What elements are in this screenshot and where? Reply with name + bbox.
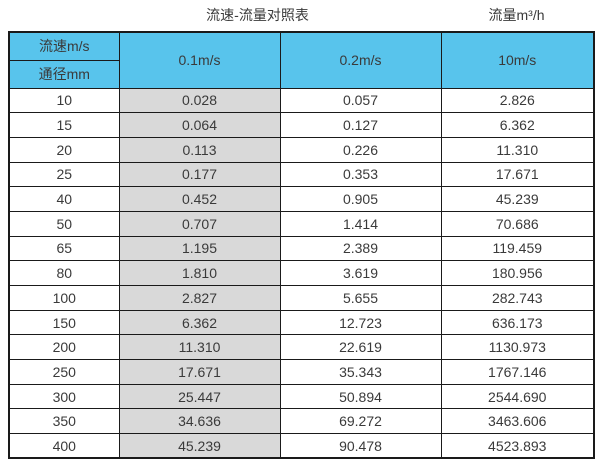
diameter-cell: 200 (8, 334, 120, 361)
value-cell-10ms: 70.686 (440, 210, 595, 237)
value-cell-0.1ms: 0.113 (118, 136, 281, 163)
diameter-cell: 40 (8, 186, 120, 212)
value-cell-0.2ms: 0.057 (279, 87, 442, 114)
table-row: 15 0.064 0.127 6.362 (8, 112, 595, 138)
column-header-10ms: 10m/s (440, 31, 595, 89)
value-cell-10ms: 3463.606 (440, 408, 595, 435)
table-row: 50 0.707 1.414 70.686 (8, 210, 595, 237)
flow-unit-label: 流量m³/h (488, 7, 545, 23)
value-cell-0.2ms: 12.723 (279, 309, 442, 336)
value-cell-0.1ms: 1.810 (118, 260, 281, 286)
value-cell-0.1ms: 0.028 (118, 87, 281, 114)
value-cell-0.2ms: 0.353 (279, 161, 442, 188)
value-cell-0.1ms: 45.239 (118, 433, 281, 459)
value-cell-10ms: 17.671 (440, 161, 595, 188)
value-cell-10ms: 180.956 (440, 260, 595, 286)
value-cell-0.2ms: 90.478 (279, 433, 442, 459)
value-cell-10ms: 2.826 (440, 87, 595, 114)
table-row: 20 0.113 0.226 11.310 (8, 136, 595, 163)
column-header-0.2ms: 0.2m/s (279, 31, 442, 89)
value-cell-0.2ms: 3.619 (279, 260, 442, 286)
table-row: 200 11.310 22.619 1130.973 (8, 334, 595, 361)
diameter-cell: 50 (8, 210, 120, 237)
diameter-cell: 350 (8, 408, 120, 435)
value-cell-10ms: 282.743 (440, 285, 595, 311)
value-cell-0.1ms: 2.827 (118, 285, 281, 311)
diameter-cell: 150 (8, 309, 120, 336)
diameter-cell: 400 (8, 433, 120, 459)
value-cell-0.2ms: 69.272 (279, 408, 442, 435)
header-row-bottom: 通径mm (8, 59, 594, 89)
value-cell-0.2ms: 5.655 (279, 285, 442, 311)
value-cell-0.1ms: 0.064 (118, 112, 281, 138)
value-cell-0.1ms: 0.452 (118, 186, 281, 212)
table-row: 65 1.195 2.389 119.459 (8, 235, 595, 262)
value-cell-0.1ms: 1.195 (118, 235, 281, 262)
value-cell-10ms: 6.362 (440, 112, 595, 138)
table-row: 25 0.177 0.353 17.671 (8, 161, 595, 188)
value-cell-10ms: 11.310 (440, 136, 595, 163)
diameter-cell: 250 (8, 359, 120, 385)
table-row: 80 1.810 3.619 180.956 (8, 260, 595, 286)
value-cell-0.1ms: 0.177 (118, 161, 281, 188)
flow-rate-table: 流速m/s 0.1m/s 0.2m/s 10m/s 通径mm 10 0.028 … (8, 31, 595, 460)
value-cell-0.1ms: 17.671 (118, 359, 281, 385)
diameter-cell: 10 (8, 87, 120, 114)
diameter-cell: 65 (8, 235, 120, 262)
value-cell-10ms: 4523.893 (440, 433, 595, 459)
diameter-cell: 25 (8, 161, 120, 188)
corner-velocity-label: 流速m/s (8, 31, 120, 61)
caption-row: 流速-流量对照表 流量m³/h (0, 0, 600, 31)
table-row: 250 17.671 35.343 1767.146 (8, 359, 595, 385)
value-cell-10ms: 45.239 (440, 186, 595, 212)
value-cell-0.1ms: 25.447 (118, 383, 281, 410)
value-cell-10ms: 119.459 (440, 235, 595, 262)
corner-diameter-label: 通径mm (8, 59, 120, 89)
table-row: 350 34.636 69.272 3463.606 (8, 408, 595, 435)
value-cell-0.1ms: 0.707 (118, 210, 281, 237)
value-cell-0.2ms: 2.389 (279, 235, 442, 262)
value-cell-10ms: 1130.973 (440, 334, 595, 361)
table-row: 100 2.827 5.655 282.743 (8, 285, 595, 311)
value-cell-0.2ms: 1.414 (279, 210, 442, 237)
value-cell-0.2ms: 0.127 (279, 112, 442, 138)
table-row: 10 0.028 0.057 2.826 (8, 87, 595, 114)
value-cell-0.1ms: 34.636 (118, 408, 281, 435)
value-cell-0.1ms: 11.310 (118, 334, 281, 361)
table-row: 150 6.362 12.723 636.173 (8, 309, 595, 336)
value-cell-0.1ms: 6.362 (118, 309, 281, 336)
header-row-top: 流速m/s 0.1m/s 0.2m/s 10m/s (8, 31, 595, 89)
value-cell-0.2ms: 22.619 (279, 334, 442, 361)
value-cell-10ms: 1767.146 (440, 359, 595, 385)
diameter-cell: 300 (8, 383, 120, 410)
value-cell-0.2ms: 50.894 (279, 383, 442, 410)
value-cell-0.2ms: 0.905 (279, 186, 442, 212)
column-header-0.1ms: 0.1m/s (118, 31, 281, 89)
table-row: 40 0.452 0.905 45.239 (8, 186, 595, 212)
page-title: 流速-流量对照表 (206, 7, 309, 23)
value-cell-0.2ms: 35.343 (279, 359, 442, 385)
diameter-cell: 100 (8, 285, 120, 311)
value-cell-10ms: 636.173 (440, 309, 595, 336)
diameter-cell: 20 (8, 136, 120, 163)
table-row: 400 45.239 90.478 4523.893 (8, 433, 595, 459)
diameter-cell: 80 (8, 260, 120, 286)
table-row: 300 25.447 50.894 2544.690 (8, 383, 595, 410)
value-cell-10ms: 2544.690 (440, 383, 595, 410)
diameter-cell: 15 (8, 112, 120, 138)
value-cell-0.2ms: 0.226 (279, 136, 442, 163)
